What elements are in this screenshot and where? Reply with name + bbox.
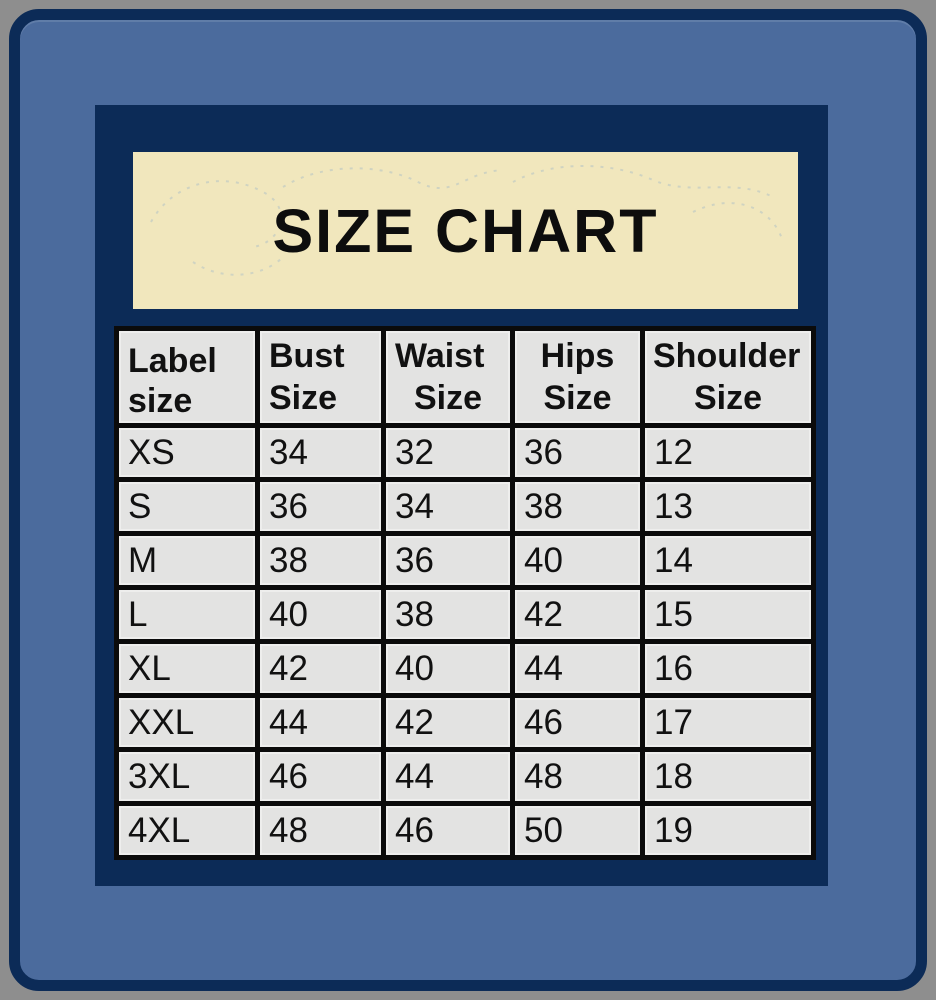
cell-hips: 36 bbox=[510, 423, 645, 482]
cell-label: S bbox=[114, 477, 260, 536]
cell-bust: 38 bbox=[255, 531, 386, 590]
header-line: Bust bbox=[269, 337, 345, 375]
cell-shoulder: 13 bbox=[640, 477, 816, 536]
cell-bust: 44 bbox=[255, 693, 386, 752]
header-line: size bbox=[128, 382, 193, 420]
cell-label: XXL bbox=[114, 693, 260, 752]
cell-bust: 48 bbox=[255, 801, 386, 860]
table-row: XXL 44 42 46 17 bbox=[114, 693, 816, 752]
table-row: XL 42 40 44 16 bbox=[114, 639, 816, 698]
header-line: Size bbox=[269, 379, 338, 417]
cell-hips: 48 bbox=[510, 747, 645, 806]
table-row: 3XL 46 44 48 18 bbox=[114, 747, 816, 806]
cell-waist: 44 bbox=[381, 747, 515, 806]
page-title: SIZE CHART bbox=[272, 196, 659, 265]
cell-bust: 34 bbox=[255, 423, 386, 482]
cell-label: XL bbox=[114, 639, 260, 698]
cell-shoulder: 19 bbox=[640, 801, 816, 860]
cell-hips: 46 bbox=[510, 693, 645, 752]
cell-bust: 46 bbox=[255, 747, 386, 806]
column-header-label-size: Label size bbox=[114, 326, 260, 428]
table-row: L 40 38 42 15 bbox=[114, 585, 816, 644]
cell-shoulder: 17 bbox=[640, 693, 816, 752]
cell-bust: 40 bbox=[255, 585, 386, 644]
table-row: XS 34 32 36 12 bbox=[114, 423, 816, 482]
cell-label: 4XL bbox=[114, 801, 260, 860]
cell-waist: 40 bbox=[381, 639, 515, 698]
cell-hips: 50 bbox=[510, 801, 645, 860]
cell-shoulder: 15 bbox=[640, 585, 816, 644]
header-line: Size bbox=[413, 379, 483, 417]
cell-waist: 34 bbox=[381, 477, 515, 536]
header-line: Waist bbox=[395, 337, 485, 375]
header-line: Shoulder bbox=[653, 337, 801, 375]
table-header-row: Label size Bust Size Waist Size Hips Siz… bbox=[114, 326, 816, 428]
cell-shoulder: 12 bbox=[640, 423, 816, 482]
cell-waist: 46 bbox=[381, 801, 515, 860]
cell-waist: 38 bbox=[381, 585, 515, 644]
cell-label: L bbox=[114, 585, 260, 644]
cell-hips: 44 bbox=[510, 639, 645, 698]
cell-waist: 42 bbox=[381, 693, 515, 752]
column-header-hips-size: Hips Size bbox=[510, 326, 645, 428]
column-header-bust-size: Bust Size bbox=[255, 326, 386, 428]
header-line: Size bbox=[543, 379, 612, 417]
cell-hips: 40 bbox=[510, 531, 645, 590]
cell-hips: 42 bbox=[510, 585, 645, 644]
cell-bust: 36 bbox=[255, 477, 386, 536]
cell-hips: 38 bbox=[510, 477, 645, 536]
size-table: Label size Bust Size Waist Size Hips Siz… bbox=[114, 326, 816, 860]
cell-bust: 42 bbox=[255, 639, 386, 698]
header-line: Size bbox=[693, 379, 763, 417]
cell-label: 3XL bbox=[114, 747, 260, 806]
header-line: Hips bbox=[540, 337, 615, 375]
table-row: S 36 34 38 13 bbox=[114, 477, 816, 536]
table-row: 4XL 48 46 50 19 bbox=[114, 801, 816, 860]
column-header-waist-size: Waist Size bbox=[381, 326, 515, 428]
cell-waist: 36 bbox=[381, 531, 515, 590]
header-line: Label bbox=[128, 342, 217, 380]
cell-label: M bbox=[114, 531, 260, 590]
column-header-shoulder-size: Shoulder Size bbox=[640, 326, 816, 428]
cell-waist: 32 bbox=[381, 423, 515, 482]
cell-shoulder: 14 bbox=[640, 531, 816, 590]
cell-shoulder: 16 bbox=[640, 639, 816, 698]
table-row: M 38 36 40 14 bbox=[114, 531, 816, 590]
title-banner: SIZE CHART bbox=[133, 152, 798, 309]
cell-shoulder: 18 bbox=[640, 747, 816, 806]
inner-panel: SIZE CHART Label size Bust Size bbox=[95, 105, 828, 886]
cell-label: XS bbox=[114, 423, 260, 482]
